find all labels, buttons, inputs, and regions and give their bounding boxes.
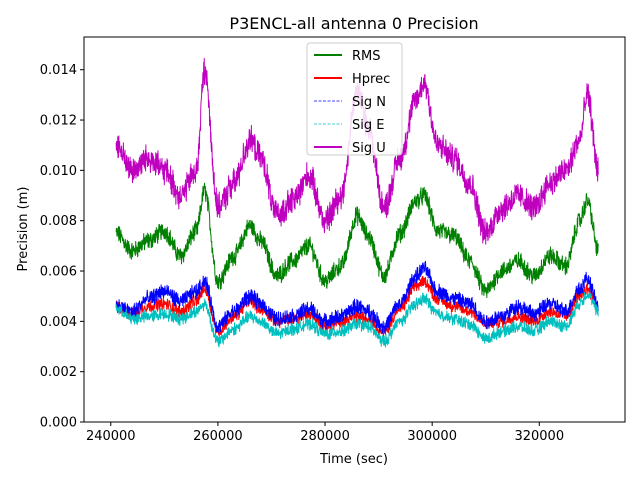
- y-tick-label: 0.012: [40, 114, 77, 129]
- legend-label: Hprec: [352, 72, 390, 87]
- chart-title: P3ENCL-all antenna 0 Precision: [229, 14, 478, 33]
- x-tick-label: 320000: [514, 429, 564, 444]
- plot-frame: [83, 36, 626, 423]
- x-tick-label: 260000: [193, 429, 243, 444]
- x-axis-label: Time (sec): [319, 452, 388, 467]
- legend: RMS Hprec Sig N Sig E Sig U: [306, 42, 403, 156]
- x-tick-label: 240000: [86, 429, 136, 444]
- legend-label: Sig E: [352, 118, 384, 133]
- legend-label: RMS: [352, 49, 381, 64]
- series-line-hprec: [115, 276, 599, 338]
- legend-box: [306, 42, 403, 156]
- y-tick-label: 0.014: [40, 63, 77, 78]
- legend-label: Sig N: [352, 95, 386, 110]
- series-line-sig-n: [115, 260, 599, 334]
- series-line-sig-e: [115, 291, 599, 348]
- y-tick-label: 0.000: [40, 416, 77, 431]
- legend-label: Sig U: [352, 141, 386, 156]
- y-tick-label: 0.008: [40, 214, 77, 229]
- y-tick-label: 0.010: [40, 164, 77, 179]
- y-tick-label: 0.006: [40, 265, 77, 280]
- x-tick-label: 300000: [407, 429, 457, 444]
- y-tick-label: 0.002: [40, 365, 77, 380]
- x-tick-label: 280000: [300, 429, 350, 444]
- x-axis-ticks: 240000 260000 280000 300000 320000: [86, 422, 564, 444]
- y-tick-label: 0.004: [40, 315, 77, 330]
- series-line-rms: [115, 182, 599, 299]
- y-axis-ticks: 0.000 0.002 0.004 0.006 0.008 0.010 0.012 0.014: [40, 63, 84, 431]
- y-axis-label: Precision (m): [16, 187, 31, 272]
